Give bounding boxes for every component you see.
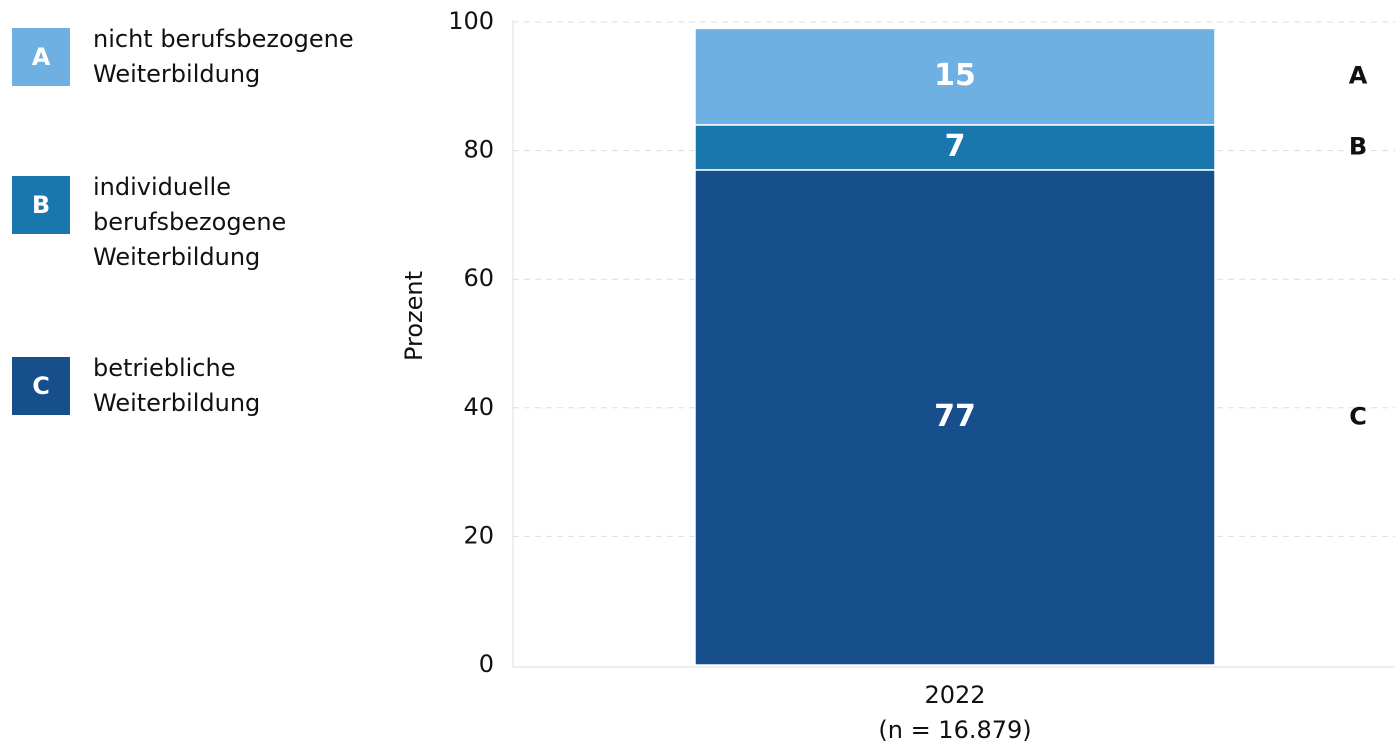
legend-label: individuelle berufsbezogene Weiterbildun…	[93, 173, 287, 271]
legend-swatch: B	[12, 176, 70, 234]
legend-label: betriebliche Weiterbildung	[93, 354, 261, 417]
legend-swatch: C	[12, 357, 70, 415]
y-tick-label: 100	[448, 7, 494, 35]
legend-label: nicht berufsbezogene Weiterbildung	[93, 25, 354, 88]
segment-letter: B	[1349, 132, 1367, 160]
x-tick-label: 2022	[924, 681, 985, 709]
data-label: 7	[945, 129, 966, 164]
segment-letter: C	[1349, 402, 1367, 430]
y-tick-label: 20	[463, 521, 494, 549]
bar-segment	[694, 169, 1216, 666]
y-tick-label: 40	[463, 393, 494, 421]
y-tick-label: 80	[463, 136, 494, 164]
segment-letter: A	[1349, 62, 1368, 90]
data-label: 77	[934, 399, 976, 434]
y-tick-label: 60	[463, 264, 494, 292]
bar-segment	[694, 27, 1216, 126]
y-axis-label: Prozent	[400, 271, 428, 361]
data-label: 15	[934, 58, 976, 93]
legend-swatch: A	[12, 28, 70, 86]
y-tick-label: 0	[479, 650, 494, 678]
bar-segment	[694, 124, 1216, 171]
x-tick-note: (n = 16.879)	[878, 716, 1031, 744]
